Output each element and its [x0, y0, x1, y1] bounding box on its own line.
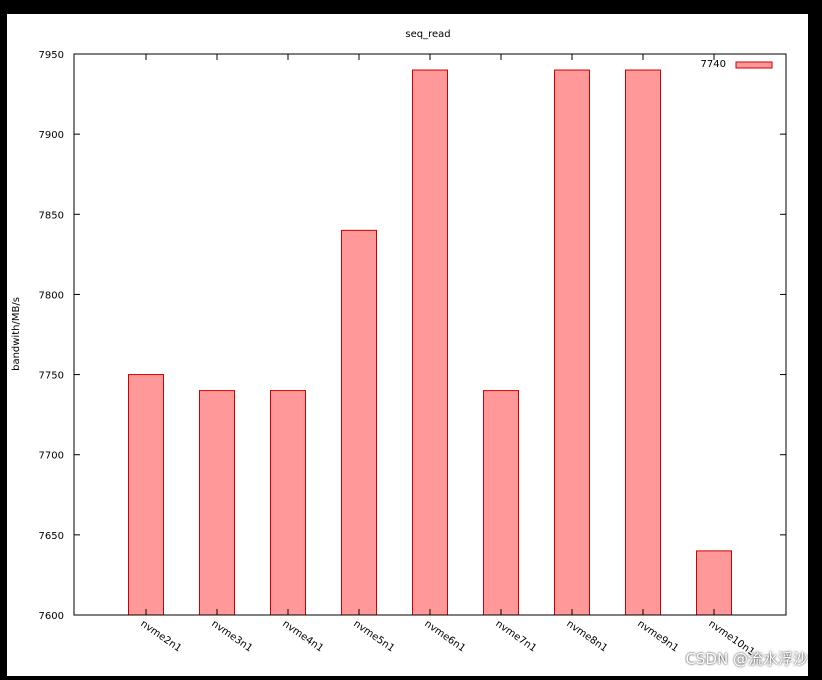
- bar: [554, 69, 590, 616]
- legend: 7740: [701, 59, 773, 70]
- y-axis-ticks: 7600 7650 7700 7750 7800 7850 7900 7950: [39, 50, 786, 622]
- x-tick-label: nvme8n1: [564, 618, 609, 654]
- y-tick-label: 7950: [39, 50, 64, 61]
- y-tick-label: 7750: [39, 371, 64, 382]
- bar: [341, 229, 377, 616]
- bar: [625, 69, 661, 616]
- bar: [270, 390, 306, 616]
- bar: [483, 390, 519, 616]
- y-tick-label: 7600: [39, 611, 64, 622]
- y-axis-label: bandwith/MB/s: [11, 297, 22, 371]
- y-tick-label: 7900: [39, 130, 64, 141]
- chart-title: seq_read: [405, 29, 450, 40]
- x-tick-label: nvme6n1: [422, 618, 467, 654]
- x-tick-label: nvme2n1: [138, 618, 183, 654]
- y-tick-label: 7850: [39, 210, 64, 221]
- chart-background: seq_read bandwith/MB/s 7600 7650 7700 7750 7…: [7, 14, 808, 676]
- x-tick-label: nvme3n1: [209, 618, 254, 654]
- x-tick-label: nvme5n1: [351, 618, 396, 654]
- legend-label: 7740: [701, 59, 726, 70]
- y-tick-label: 7800: [39, 290, 64, 301]
- bar: [412, 69, 448, 616]
- bar: [696, 550, 732, 616]
- bar-series: [128, 69, 732, 616]
- y-tick-label: 7700: [39, 451, 64, 462]
- x-tick-label: nvme4n1: [280, 618, 325, 654]
- x-tick-label: nvme7n1: [493, 618, 538, 654]
- y-tick-label: 7650: [39, 531, 64, 542]
- watermark: CSDN @流水浮沙: [685, 650, 808, 668]
- x-tick-label: nvme9n1: [635, 618, 680, 654]
- legend-swatch: [735, 61, 773, 69]
- bar-chart: seq_read bandwith/MB/s 76007650770077507…: [11, 29, 787, 658]
- bar: [199, 390, 235, 616]
- plot-border: [73, 53, 787, 616]
- bar: [128, 374, 164, 616]
